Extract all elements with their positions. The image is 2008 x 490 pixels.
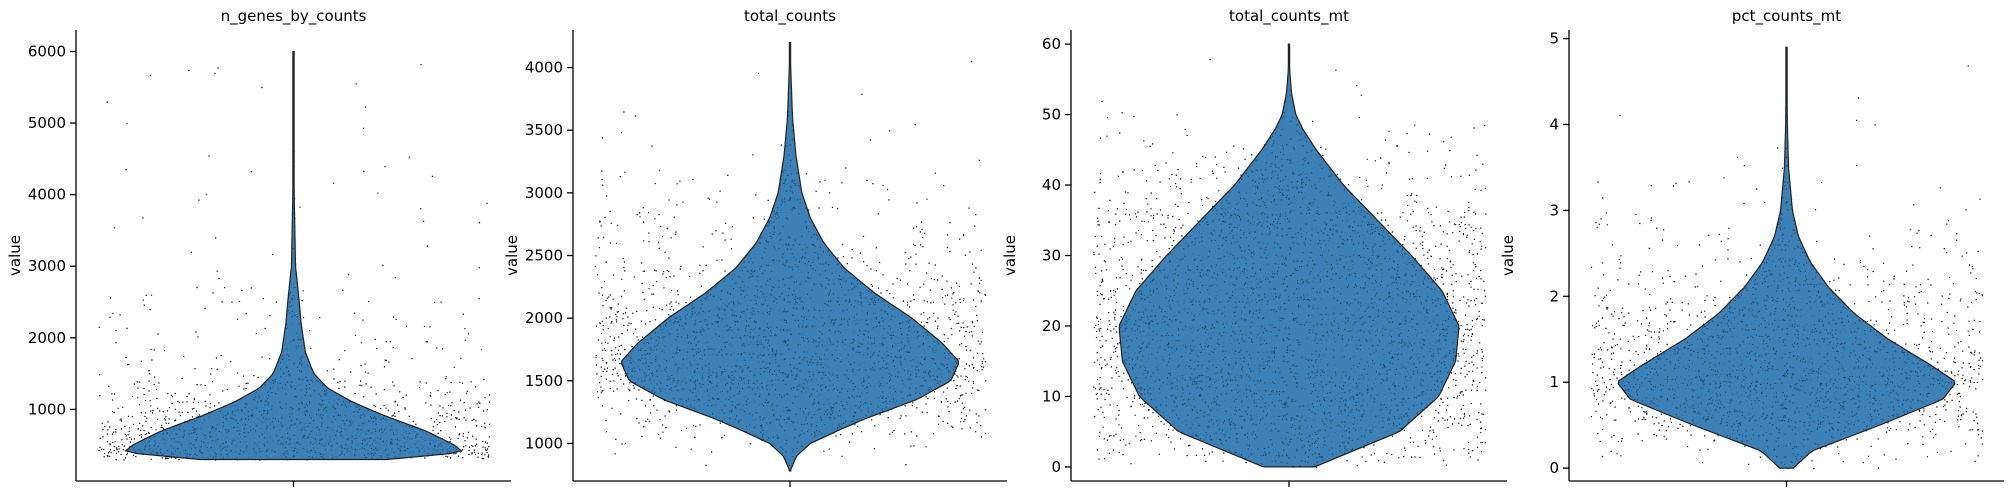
y-tick-label: 6000 — [28, 42, 66, 60]
y-tick-label: 2000 — [28, 329, 66, 347]
y-axis-label: value — [6, 235, 24, 276]
y-tick-label: 60 — [1042, 35, 1061, 53]
y-tick-label: 3000 — [525, 184, 563, 202]
y-tick-label: 2500 — [525, 247, 563, 265]
violin-panel-1: 1000 2000 3000 4000 5000 6000 n_genes_by_count… — [6, 7, 511, 487]
panel-title: pct_counts_mt — [1732, 7, 1841, 26]
panel-title: total_counts — [744, 7, 836, 26]
y-tick-label: 3000 — [28, 257, 66, 275]
y-tick-label: 4000 — [28, 186, 66, 204]
y-tick-label: 2 — [1549, 287, 1559, 305]
violin-body — [1617, 46, 1956, 469]
y-tick-label: 5000 — [28, 114, 66, 132]
y-axis-label: value — [1499, 235, 1517, 276]
y-tick-label: 4 — [1549, 115, 1559, 133]
y-tick-label: 2000 — [525, 309, 563, 327]
y-tick-label: 30 — [1042, 247, 1061, 265]
y-tick-label: 1000 — [28, 400, 66, 418]
y-tick-label: 3 — [1549, 201, 1559, 219]
violin-panel-2: 1000 1500 2000 2500 3000 3500 4000 total_counts… — [503, 7, 1007, 487]
y-tick-label: 1 — [1549, 373, 1559, 391]
y-axis-label: value — [1001, 235, 1019, 276]
y-tick-label: 20 — [1042, 317, 1061, 335]
panel-title: total_counts_mt — [1229, 7, 1349, 26]
y-tick-label: 1500 — [525, 372, 563, 390]
y-tick-label: 40 — [1042, 176, 1061, 194]
panel-title: n_genes_by_counts — [221, 7, 367, 26]
violin-body — [620, 41, 960, 472]
violin-body — [124, 50, 463, 461]
y-tick-label: 1000 — [525, 434, 563, 452]
y-tick-label: 50 — [1042, 106, 1061, 124]
y-axis-label: value — [503, 235, 521, 276]
y-tick-label: 5 — [1549, 30, 1559, 48]
violin-body — [1118, 43, 1460, 468]
y-tick-label: 10 — [1042, 387, 1061, 405]
y-tick-label: 3500 — [525, 121, 563, 139]
y-tick-label: 0 — [1051, 458, 1061, 476]
y-tick-label: 4000 — [525, 59, 563, 77]
y-tick-label: 0 — [1549, 459, 1559, 477]
